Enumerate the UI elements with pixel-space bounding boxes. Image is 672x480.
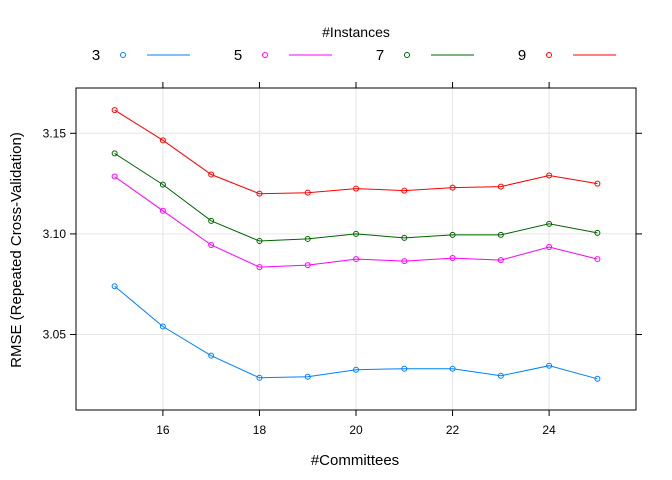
data-point-9-1	[159, 137, 166, 144]
legend-marker-3	[120, 52, 126, 58]
x-tick-label-4: 24	[542, 423, 556, 437]
data-point-5-1	[159, 207, 166, 214]
legend-label-9: 9	[518, 47, 526, 64]
data-point-9-7	[449, 184, 456, 191]
data-point-5-4	[304, 262, 311, 269]
series-line-3	[114, 285, 598, 380]
data-point-5-5	[353, 256, 359, 263]
data-point-3-7	[449, 365, 456, 372]
x-tick-label-1: 18	[253, 423, 267, 437]
data-point-9-8	[497, 183, 504, 190]
legend-marker-7	[404, 52, 410, 58]
data-point-9-0	[111, 107, 118, 114]
legend-label-5: 5	[234, 47, 242, 64]
data-point-5-0	[111, 173, 118, 180]
y-axis-title: RMSE (Repeated Cross-Validation)	[8, 132, 25, 368]
legend-marker-9	[546, 52, 552, 58]
y-tick-label-2: 3.15	[43, 126, 67, 140]
data-point-7-4	[304, 235, 311, 242]
legend-marker-5	[262, 52, 268, 58]
data-point-3-6	[401, 365, 408, 372]
series-layer	[111, 107, 601, 382]
data-point-3-3	[256, 374, 263, 381]
data-point-7-9	[546, 220, 553, 227]
y-tick-label-1: 3.10	[43, 227, 67, 241]
data-point-7-5	[353, 230, 359, 237]
data-point-3-1	[159, 323, 166, 330]
data-point-7-3	[256, 237, 263, 244]
legend: 3 5 7 9	[92, 47, 616, 64]
data-point-3-5	[353, 366, 359, 373]
data-point-3-2	[208, 352, 215, 359]
series-line-7	[114, 152, 598, 242]
data-point-5-10	[594, 256, 601, 263]
data-point-7-10	[594, 229, 601, 236]
data-point-7-8	[497, 231, 504, 238]
legend-label-7: 7	[376, 47, 384, 64]
grid	[76, 88, 636, 410]
data-point-7-6	[401, 234, 408, 241]
data-point-7-0	[111, 150, 118, 157]
data-point-5-6	[401, 258, 408, 265]
data-point-3-10	[594, 375, 601, 382]
data-point-7-1	[159, 181, 166, 188]
data-point-5-8	[497, 257, 504, 264]
data-point-7-2	[208, 217, 215, 224]
data-point-5-2	[208, 241, 215, 248]
data-point-9-9	[546, 172, 553, 179]
data-point-9-3	[256, 190, 263, 197]
x-axis-title: #Committees	[311, 452, 399, 469]
x-tick-label-2: 20	[349, 423, 363, 437]
data-point-9-6	[401, 187, 408, 194]
data-point-3-8	[497, 372, 504, 379]
data-point-9-5	[353, 185, 359, 192]
series-line-9	[114, 109, 598, 195]
data-point-5-7	[449, 255, 456, 262]
data-point-9-2	[208, 171, 215, 178]
data-point-3-0	[111, 283, 118, 290]
legend-title: #Instances	[322, 24, 390, 40]
legend-label-3: 3	[92, 47, 100, 64]
data-point-9-4	[304, 189, 311, 196]
data-point-5-3	[256, 264, 263, 271]
x-tick-label-0: 16	[156, 423, 170, 437]
data-point-5-9	[546, 243, 553, 250]
axes: 16 18 20 22 24 3.05 3.10 3.15	[43, 82, 642, 437]
data-point-9-10	[594, 180, 601, 187]
series-line-5	[114, 176, 598, 268]
data-point-7-7	[449, 231, 456, 238]
data-point-3-9	[546, 362, 553, 369]
y-tick-label-0: 3.05	[43, 328, 67, 342]
x-tick-label-3: 22	[446, 423, 460, 437]
data-point-3-4	[304, 373, 311, 380]
